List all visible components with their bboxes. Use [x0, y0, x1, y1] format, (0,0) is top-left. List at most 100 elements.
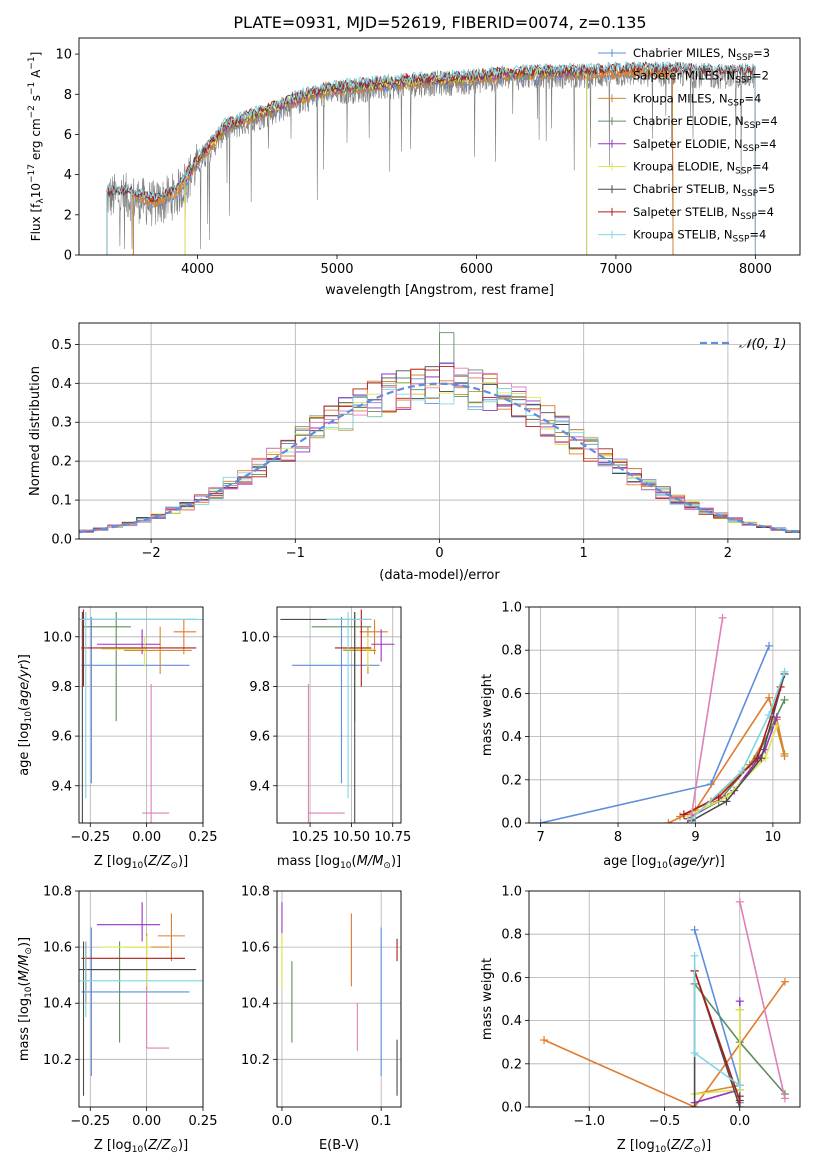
y-tick-label: 8	[64, 88, 72, 103]
error-bar-point	[81, 616, 190, 784]
y-tick-label: 10.0	[43, 630, 72, 645]
axes-frame	[276, 606, 402, 824]
error-bar-point	[79, 941, 197, 1096]
error-bar-point	[79, 611, 203, 799]
x-tick-label: 0	[435, 546, 443, 561]
x-tick-label: 6000	[460, 262, 493, 277]
x-tick-label: 4000	[181, 262, 214, 277]
histogram-step	[79, 367, 800, 539]
x-tick-label: −0.25	[70, 1114, 110, 1129]
y-tick-label: 0.1	[51, 494, 72, 509]
weight-series	[690, 925, 744, 1107]
x-tick-label: 1	[580, 546, 588, 561]
model-spectrum-salpeter-elodie	[184, 66, 588, 255]
panel-spectrum: 4000 5000 6000 7000 8000 0 2 4 6 8 10 wavelength [A…	[27, 37, 801, 298]
y-tick-label: 0.2	[501, 1057, 522, 1072]
error-bar-point	[101, 636, 147, 667]
y-axis-label-text: Flux [fλ10−17 erg cm−2 s−1 A−1]	[27, 52, 46, 242]
x-tick-label: 8000	[739, 262, 772, 277]
x-axis-label: wavelength [Angstrom, rest frame]	[325, 283, 554, 298]
y-tick-label: 0.6	[501, 971, 522, 986]
legend-label: 𝒩(0, 1)	[739, 337, 786, 352]
y-tick-label: 0.0	[501, 1101, 522, 1116]
y-tick-label: 0.8	[501, 928, 522, 943]
x-tick-label: 10	[765, 830, 782, 845]
panel-mass-vs-ebv: 0.0 0.1 10.2 10.4 10.6 10.8 E(B-V)	[241, 885, 402, 1153]
y-tick-label: 0.4	[501, 1014, 522, 1029]
legend-label: Kroupa ELODIE, NSSP=4	[633, 160, 769, 177]
weight-line	[690, 617, 724, 815]
axes-frame	[528, 890, 801, 1108]
y-tick-label: 0.4	[51, 377, 72, 392]
y-tick-label: 0.5	[51, 338, 72, 353]
x-tick-label: 0.25	[189, 830, 218, 845]
axes-frame	[276, 890, 402, 1108]
weight-series	[735, 897, 789, 1103]
y-tick-label: 10.2	[43, 1053, 72, 1068]
x-tick-label: 0.0	[272, 1114, 293, 1129]
error-bar-point	[81, 609, 197, 687]
figure-title: PLATE=0931, MJD=52619, FIBERID=0074, z=0…	[233, 13, 646, 32]
x-axis-label: Z [log10(Z/Z⊙)]	[94, 1138, 188, 1155]
x-axis-label: age [log10(age/yr)]	[603, 854, 725, 871]
weight-series	[690, 966, 744, 1105]
normal-curve	[79, 382, 800, 534]
y-tick-label: 0.3	[51, 416, 72, 431]
y-axis-label-text: mass [log10(M/M⊙)]	[17, 937, 34, 1061]
y-axis-label: mass weight	[480, 674, 495, 756]
y-tick-label: 10.6	[43, 941, 72, 956]
y-axis-label: age [log10(age/yr)]	[17, 654, 34, 776]
y-tick-label: 4	[64, 168, 72, 183]
x-tick-label: 7000	[599, 262, 632, 277]
x-tick-label: 0.25	[189, 1114, 218, 1129]
weight-line	[543, 981, 786, 1107]
axes-frame	[78, 37, 801, 256]
error-bar-point	[124, 626, 192, 675]
x-tick-label: 0.00	[132, 1114, 161, 1129]
error-bar-point	[79, 941, 203, 1018]
panel-age-vs-mass: 10.25 10.50 10.75 9.4 9.6 9.8 10.0 mass [log10(…	[241, 606, 411, 871]
axes-frame	[78, 322, 801, 540]
x-tick-label: −0.25	[70, 830, 110, 845]
weight-line	[691, 671, 786, 820]
x-axis-label: E(B-V)	[319, 1138, 359, 1153]
weight-series	[690, 951, 744, 1090]
y-tick-label: 10.4	[241, 997, 270, 1012]
y-axis-label: mass weight	[480, 958, 495, 1040]
model-spectrum-kroupa-stelib	[106, 60, 756, 255]
model-spectrum-salpeter-stelib	[106, 60, 756, 255]
x-tick-label: 7	[536, 830, 544, 845]
legend-label: Kroupa STELIB, NSSP=4	[633, 228, 766, 245]
y-tick-label: 2	[64, 208, 72, 223]
y-tick-label: 0.0	[51, 533, 72, 548]
axes-frame	[78, 606, 204, 824]
x-tick-label: 0.1	[371, 1114, 392, 1129]
x-tick-label: 5000	[320, 262, 353, 277]
y-tick-label: 1.0	[501, 885, 522, 900]
x-axis-label: (data-model)/error	[379, 568, 500, 583]
error-bar-point	[97, 902, 161, 942]
x-tick-label: 9	[691, 830, 699, 845]
y-tick-label: 0.2	[501, 773, 522, 788]
y-tick-label: 9.4	[51, 779, 72, 794]
x-tick-label: 8	[614, 830, 622, 845]
y-axis-label-text: age [log10(age/yr)]	[17, 654, 34, 776]
error-bar-point	[97, 629, 161, 655]
weight-line	[693, 970, 741, 1101]
y-tick-label: 0.4	[501, 730, 522, 745]
weight-series	[690, 1005, 744, 1099]
y-tick-label: 10	[55, 48, 72, 63]
error-bar-point	[334, 609, 372, 687]
panel-mass-weight-vs-metallicity: −1.0 −0.5 0.0 0.0 0.2 0.4 0.6 0.8 1.0 mass weight…	[480, 885, 801, 1155]
model-spectrum-kroupa-elodie	[184, 65, 588, 255]
error-bar-point	[359, 619, 388, 655]
x-tick-label: 0.0	[729, 1114, 750, 1129]
error-bar-point	[307, 683, 345, 823]
weight-series	[687, 667, 789, 823]
y-tick-label: 10.8	[241, 885, 270, 900]
y-axis-label: mass [log10(M/M⊙)]	[17, 937, 34, 1061]
x-tick-label: 10.25	[291, 830, 328, 845]
panel-residual-histogram: −2 −1 0 1 2 0.0 0.1 0.2 0.3 0.4 0.5 (data-model)/er…	[28, 322, 801, 583]
y-tick-label: 10.6	[241, 941, 270, 956]
error-bar-point	[79, 611, 197, 823]
